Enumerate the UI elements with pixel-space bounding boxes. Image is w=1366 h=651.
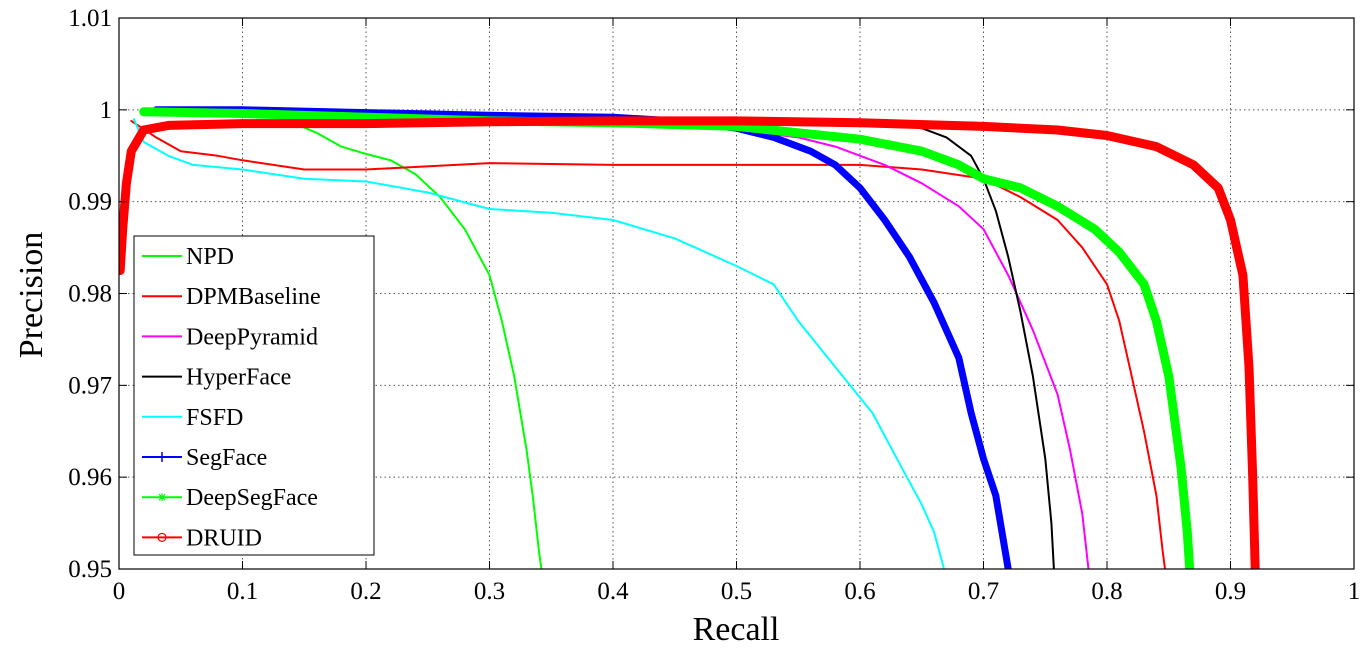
y-tick-label: 0.96 xyxy=(68,464,112,491)
series-layer xyxy=(119,106,1260,569)
legend-item-dpmbaseline: DPMBaseline xyxy=(142,284,321,310)
axis-ticks: 0 0.1 0.2 0.3 0.4 0.5 0.6 0.7 0.8 0.9 1 0.95 0.96 0.9… xyxy=(68,5,1360,605)
legend-label: HyperFace xyxy=(186,365,291,391)
series-line-druid xyxy=(119,116,1260,569)
y-axis-label: Precision xyxy=(13,232,50,359)
x-tick-label: 0.8 xyxy=(1091,578,1122,605)
legend-label: SegFace xyxy=(186,445,267,471)
x-axis-label: Recall xyxy=(693,611,780,648)
x-tick-label: 0.2 xyxy=(350,578,381,605)
grid-lines xyxy=(119,18,1354,569)
legend-label: NPD xyxy=(186,244,234,270)
y-tick-label: 0.99 xyxy=(68,189,112,216)
legend-label: DeepPyramid xyxy=(186,324,318,350)
x-tick-label: 0.1 xyxy=(227,578,258,605)
y-tick-label: 0.97 xyxy=(68,372,112,399)
legend-item-deeppyramid: DeepPyramid xyxy=(142,324,318,350)
legend-item-npd: NPD xyxy=(142,244,234,270)
legend-box xyxy=(133,235,375,556)
legend-item-segface: SegFace xyxy=(142,445,267,471)
x-tick-label: 0.6 xyxy=(844,578,875,605)
series-line-segface xyxy=(152,106,1012,569)
x-tick-label: 0.9 xyxy=(1215,578,1246,605)
y-tick-label: 1.01 xyxy=(68,5,112,32)
x-tick-label: 0.4 xyxy=(597,578,629,605)
y-tick-label: 0.95 xyxy=(68,556,112,583)
legend-label: DeepSegFace xyxy=(186,485,318,511)
series-line-fsfd xyxy=(132,118,945,569)
legend-label: DRUID xyxy=(186,525,262,551)
y-tick-label: 1 xyxy=(100,97,113,124)
legend-marker-circle xyxy=(157,532,167,543)
x-tick-label: 1 xyxy=(1348,578,1361,605)
legend-item-druid: DRUID xyxy=(142,525,262,551)
legend-item-fsfd: FSFD xyxy=(142,405,243,431)
x-tick-label: 0.5 xyxy=(721,578,752,605)
legend-label: FSFD xyxy=(186,405,243,431)
legend-marker-plus xyxy=(157,452,167,462)
x-tick-label: 0.3 xyxy=(474,578,505,605)
x-tick-label: 0.7 xyxy=(968,578,999,605)
legend-label: DPMBaseline xyxy=(186,284,321,310)
y-tick-label: 0.98 xyxy=(68,281,112,308)
legend: NPD DPMBaseline DeepPyramid HyperFace FSFD Se… xyxy=(133,235,375,556)
legend-marker-star xyxy=(158,493,166,502)
legend-item-hyperface: HyperFace xyxy=(142,365,291,391)
legend-item-deepsegface: DeepSegFace xyxy=(142,485,318,511)
x-tick-label: 0 xyxy=(113,578,126,605)
